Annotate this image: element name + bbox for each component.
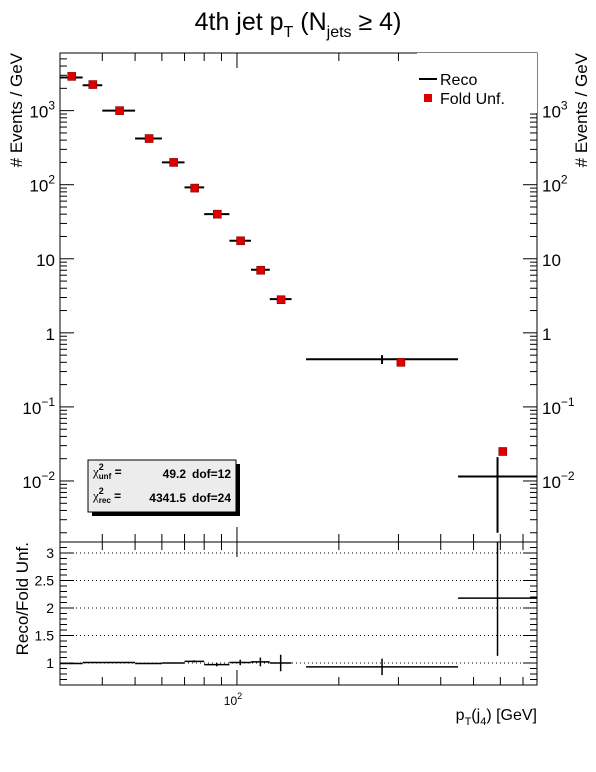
ratio-y-tick-label: 1.5 <box>35 628 55 644</box>
y-tick-label: 10−1 <box>22 395 55 418</box>
main-y-axis-label-right: # Events / GeV <box>572 52 591 167</box>
ratio-plot-frame <box>59 541 538 686</box>
fold-unf-marker <box>88 80 98 89</box>
ratio-y-ticks <box>60 541 537 680</box>
ratio-gridlines <box>60 552 537 664</box>
ratio-y-tick-label: 1 <box>46 655 54 671</box>
fold-unf-marker <box>169 158 178 167</box>
fold-unf-marker <box>396 358 406 367</box>
y-tick-label: 103 <box>29 99 55 122</box>
reco-series <box>60 76 537 533</box>
fold-unf-marker <box>67 72 77 81</box>
y-tick-label: 10−2 <box>22 469 55 492</box>
stats-dof: dof=12 <box>192 467 231 481</box>
legend-label: Fold Unf. <box>440 91 505 108</box>
ratio-y-tick-label: 2.5 <box>35 573 55 589</box>
fold-unf-marker <box>276 295 286 305</box>
legend-label: Reco <box>440 72 477 89</box>
fold-unf-series <box>67 72 508 456</box>
y-tick-label: 10 <box>36 251 55 270</box>
y-tick-label: 1 <box>542 325 551 344</box>
stats-chi2-value: 49.2 <box>163 467 187 481</box>
stats-chi2-label: χ2 unf = <box>92 462 122 481</box>
main-y-axis-label: # Events / GeV <box>7 52 26 167</box>
y-tick-label: 1 <box>46 325 55 344</box>
fold-unf-marker <box>498 447 508 456</box>
legend-box <box>417 53 537 113</box>
chart-title: 4th jet pT (Njets ≥ 4) <box>195 8 402 41</box>
x-ticks <box>59 53 524 685</box>
ratio-y-axis-label: Reco/Fold Unf. <box>13 542 32 655</box>
stats-dof: dof=24 <box>192 491 231 505</box>
stats-box-panel <box>87 459 237 513</box>
fold-unf-marker <box>213 209 222 219</box>
x-axis-label: pT(j4) [GeV] <box>456 707 537 728</box>
stats-chi2-label: χ2 rec = <box>92 486 121 505</box>
fold-unf-marker <box>115 106 124 115</box>
fold-unf-marker <box>144 134 154 143</box>
legend-marker-swatch <box>424 94 432 102</box>
fold-unf-marker <box>190 183 199 193</box>
ratio-series <box>60 542 537 676</box>
y-tick-label: 10 <box>542 251 561 270</box>
y-tick-label: 10−2 <box>542 469 575 492</box>
stats-box: χ2 unf = 49.2 dof=12 χ2 rec = 4341.5 dof=24 <box>87 459 240 516</box>
legend: Reco Fold Unf. <box>417 53 537 113</box>
stats-chi2-value: 4341.5 <box>149 491 186 505</box>
y-tick-label: 10−1 <box>542 395 575 418</box>
y-tick-label: 102 <box>29 173 55 196</box>
y-tick-label: 103 <box>542 99 568 122</box>
fold-unf-marker <box>256 265 265 275</box>
ratio-y-tick-label: 2 <box>46 600 54 616</box>
y-tick-label: 102 <box>542 173 568 196</box>
ratio-y-tick-label: 3 <box>46 545 54 561</box>
x-tick-label: 102 <box>224 691 242 708</box>
fold-unf-marker <box>236 236 245 246</box>
